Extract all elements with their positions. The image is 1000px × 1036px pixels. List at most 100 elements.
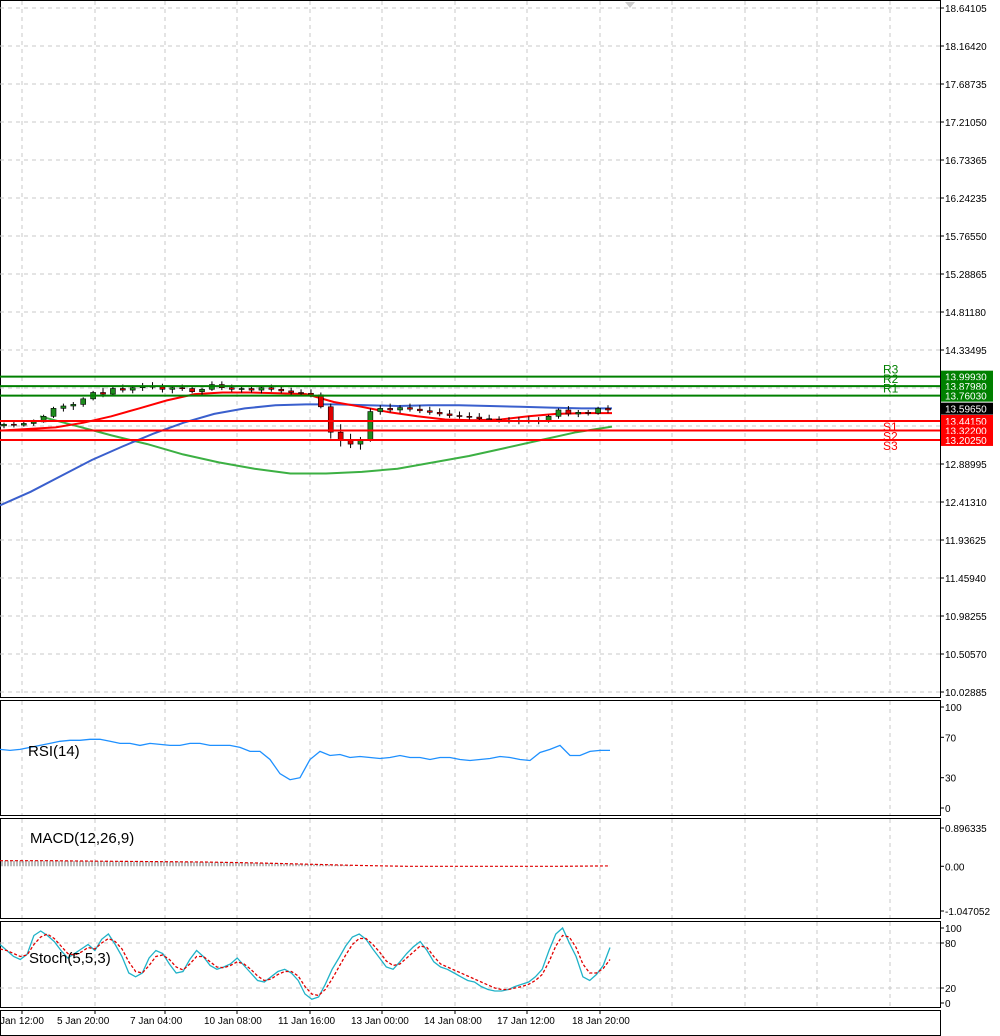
level-price-tag: 13.20250 [945, 436, 987, 447]
price-y-tick-label: 18.64105 [945, 4, 987, 15]
stoch-pane: 100 80 20 0 [0, 922, 962, 1010]
current-price-tag: 13.59650 [945, 405, 987, 416]
ma-mid-line [0, 403, 612, 507]
stoch-main-line [0, 926, 611, 1001]
candle-body [318, 394, 324, 408]
candle-body [238, 388, 245, 390]
price-y-tick-label: 18.16420 [945, 42, 987, 53]
pivot-level-labels: R3 13.99930 R2 13.87980 R1 13.76030 S1 13.44150… [883, 363, 993, 453]
stoch-pane-frame [0, 921, 941, 1008]
candle-body [288, 390, 294, 393]
candle-body [179, 387, 186, 390]
candle-body [367, 411, 374, 441]
macd-y-tick-label: 0.896335 [945, 824, 987, 835]
stoch-signal-line [0, 933, 611, 997]
candle-body [30, 421, 37, 424]
candle-body [377, 408, 384, 412]
stoch-y-tick-label: 0 [945, 999, 951, 1010]
candle-body [308, 392, 314, 396]
price-y-tick-label: 10.02885 [945, 688, 987, 699]
macd-title: MACD(12,26,9) [30, 830, 134, 847]
candle-body [268, 387, 275, 390]
candle-body [199, 389, 205, 392]
stoch-y-tick-label: 80 [945, 939, 957, 950]
price-y-tick-label: 15.76550 [945, 232, 987, 243]
stoch-y-tick-label: 20 [945, 984, 957, 995]
candle-body [120, 388, 126, 391]
price-pane-frame [0, 0, 941, 698]
price-grid [0, 1, 940, 697]
candle-body [466, 416, 473, 418]
price-y-tick-label: 16.73365 [945, 156, 987, 167]
level-price-tag: 13.99930 [945, 373, 987, 384]
candle-body [397, 407, 403, 411]
level-price-tag-bg [941, 414, 993, 427]
price-y-tick-label: 14.33495 [945, 346, 987, 357]
level-name-r2: R2 [883, 372, 899, 386]
candle-body [159, 386, 166, 390]
macd-pane: 0.896335 0.00 -1.047052 [0, 819, 990, 918]
candle-body [258, 387, 265, 391]
time-axis-label: 13 Jan 00:00 [351, 1016, 409, 1027]
time-axis-label: 18 Jan 20:00 [572, 1016, 630, 1027]
price-y-tick-label: 15.28865 [945, 270, 987, 281]
ma-fast-line [0, 391, 612, 432]
level-name-s2: S2 [883, 429, 898, 443]
level-price-tag: 13.76030 [945, 392, 987, 403]
rsi-y-tick-label: 100 [945, 703, 962, 714]
candle-body [446, 413, 453, 416]
stoch-title: Stoch(5,5,3) [29, 950, 111, 967]
macd-pane-frame [0, 818, 941, 919]
candle-body [387, 408, 393, 411]
level-price-tag-bg [941, 370, 993, 383]
candle-body [327, 406, 334, 433]
time-axis-label: 10 Jan 08:00 [204, 1016, 262, 1027]
candle-body [407, 407, 413, 410]
candle-body [565, 409, 572, 415]
rsi-pane: 100 70 30 0 [0, 701, 962, 815]
candle-body [456, 415, 463, 417]
candle-body [605, 408, 611, 411]
time-axis-label: Jan 12:00 [0, 1016, 44, 1027]
price-y-tick-label: 16.24235 [945, 194, 987, 205]
candle-body [189, 388, 195, 392]
candle-body [100, 392, 106, 395]
scroll-marker-icon[interactable] [625, 2, 635, 8]
candle-body [11, 423, 17, 426]
candle-body [248, 388, 255, 391]
candle-body [80, 398, 87, 405]
candle-body [426, 410, 433, 413]
level-price-tag: 13.32200 [945, 426, 987, 437]
macd-y-tick-label: 0.00 [945, 862, 965, 873]
candle-body [417, 408, 423, 412]
moving-averages [0, 391, 613, 507]
candle-body [60, 405, 67, 409]
candle-body [575, 412, 582, 415]
price-y-tick-label: 11.93625 [945, 536, 986, 547]
price-y-tick-label: 12.88995 [945, 460, 987, 471]
rsi-y-tick-label: 0 [945, 804, 951, 815]
candle-body [476, 416, 483, 419]
rsi-y-tick-label: 30 [945, 774, 957, 785]
time-axis-label: 5 Jan 20:00 [57, 1016, 110, 1027]
level-price-tag-bg [941, 380, 993, 393]
candle-body [21, 423, 27, 426]
level-price-tag-bg [941, 424, 993, 437]
candle-body [1, 423, 7, 427]
level-name-s1: S1 [883, 420, 898, 434]
level-price-tag: 13.87980 [945, 382, 987, 393]
candle-body [298, 392, 304, 394]
candle-body [278, 389, 285, 392]
time-axis-label: 17 Jan 12:00 [497, 1016, 555, 1027]
time-axis-label: 7 Jan 04:00 [130, 1016, 183, 1027]
time-axis-label: 11 Jan 16:00 [278, 1016, 336, 1027]
rsi-pane-frame [0, 700, 941, 816]
candle-body [585, 412, 591, 414]
candle-body [486, 418, 492, 420]
price-y-tick-label: 11.45940 [945, 574, 986, 585]
rsi-title: RSI(14) [28, 743, 80, 760]
price-y-tick-label: 14.81180 [945, 308, 986, 319]
price-y-tick-label: 12.41310 [945, 498, 987, 509]
rsi-line [0, 738, 610, 781]
